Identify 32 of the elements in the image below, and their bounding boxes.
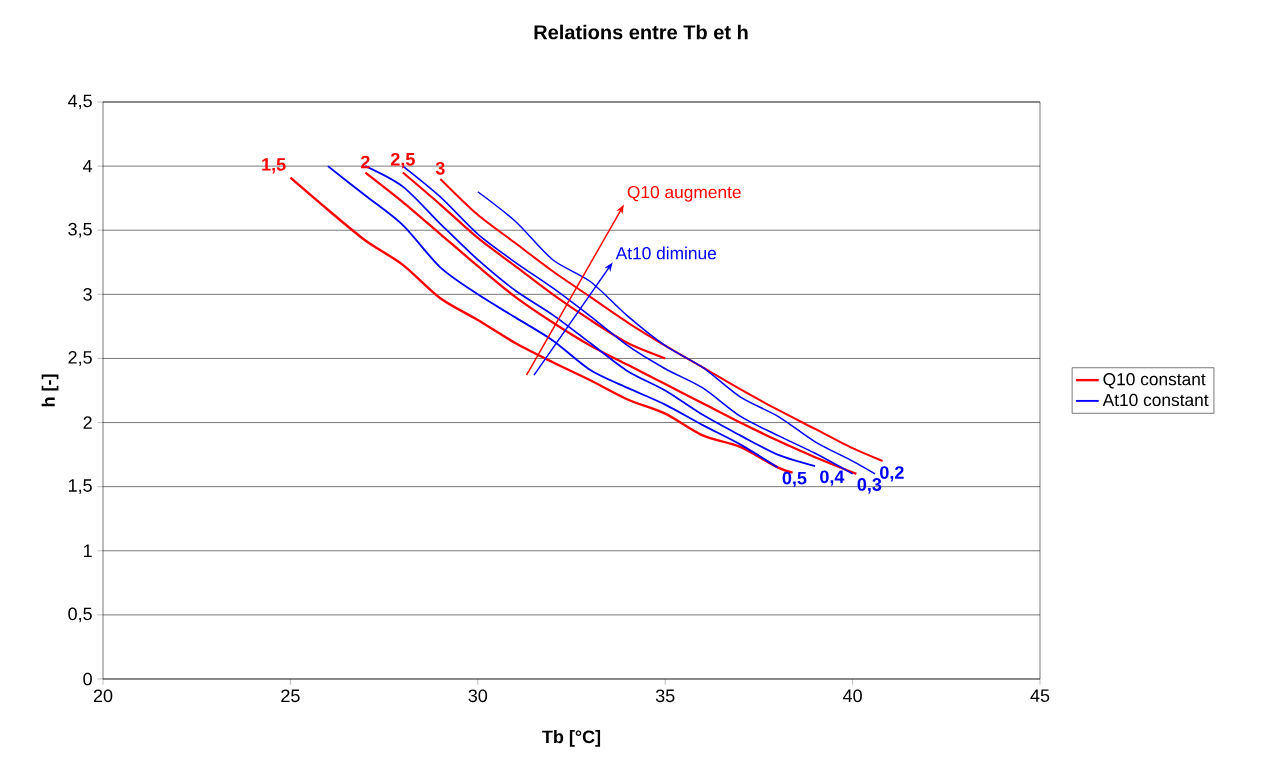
y-tick-label: 0,5 <box>68 607 92 623</box>
annotation: At10 diminue <box>615 246 717 260</box>
x-axis-title: Tb [°C] <box>542 729 601 747</box>
annotation: 0,2 <box>880 466 904 482</box>
x-tick-label: 35 <box>655 689 675 703</box>
y-axis-title: h [-] <box>41 374 59 407</box>
annotation: 0,5 <box>782 471 807 488</box>
annotation: 1,5 <box>262 158 286 174</box>
x-tick-label: 45 <box>1030 689 1050 702</box>
x-tick-label: 40 <box>843 689 862 703</box>
y-tick-label: 2 <box>83 416 92 429</box>
annotation: 2 <box>360 155 370 169</box>
annotation: 0,4 <box>820 470 845 486</box>
chart-title: Relations entre Tb et h <box>534 24 748 40</box>
annotation: 3 <box>435 161 445 175</box>
y-tick-label: 1 <box>83 544 92 557</box>
legend-label: At10 constant <box>1102 393 1209 407</box>
legend-label: Q10 constant <box>1103 373 1206 389</box>
y-tick-label: 4,5 <box>68 94 92 110</box>
x-tick-label: 30 <box>468 689 488 703</box>
y-tick-label: 1,5 <box>68 479 92 495</box>
annotation: Q10 augmente <box>627 185 741 202</box>
x-tick-label: 25 <box>281 689 300 703</box>
y-tick-label: 4 <box>83 159 93 173</box>
annotation: 0,3 <box>857 478 882 494</box>
annotation: 2,5 <box>390 152 415 169</box>
y-tick-label: 3 <box>83 287 92 301</box>
line-series <box>439 177 884 463</box>
y-tick-label: 3,5 <box>68 222 92 238</box>
y-tick-label: 0 <box>83 672 92 686</box>
y-tick-label: 2,5 <box>68 351 92 366</box>
x-tick-label: 20 <box>93 689 113 703</box>
